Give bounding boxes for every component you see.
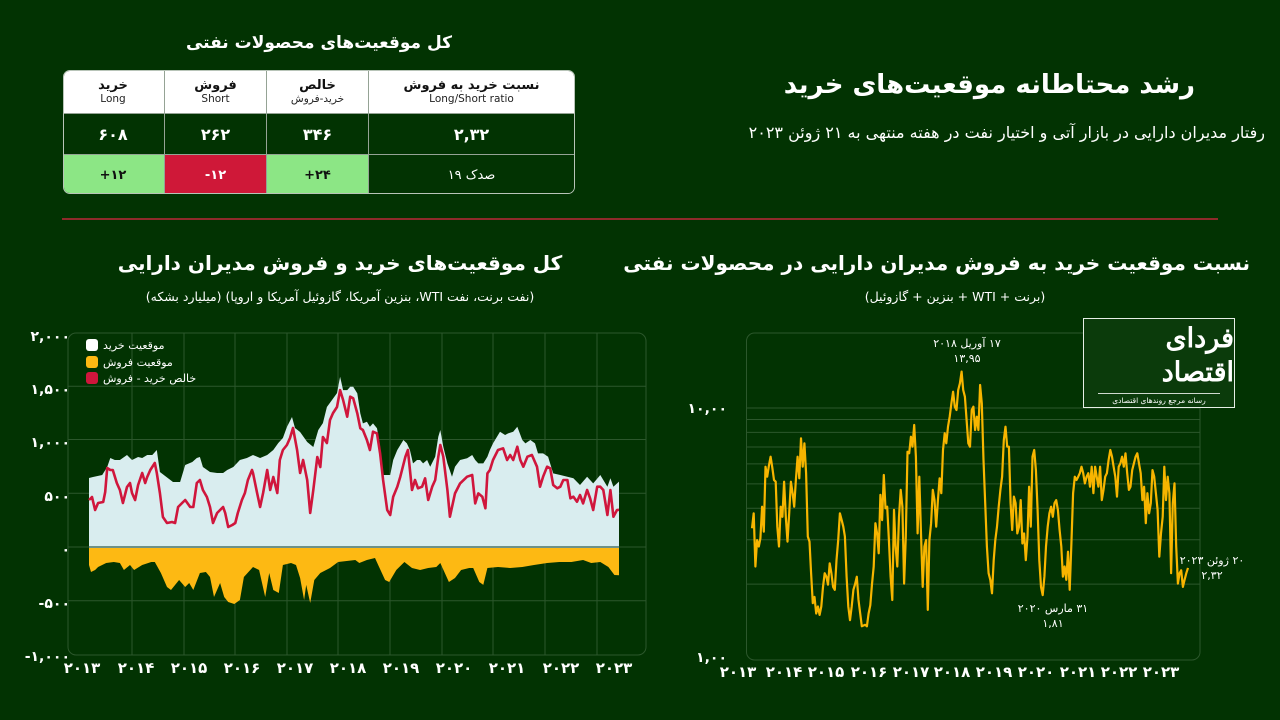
legend-swatch-long [86,339,98,351]
short-positions-area [89,547,619,604]
x-tick-label: ۲۰۲۲ [542,659,580,677]
legend-label: موقعیت فروش [103,355,173,369]
legend-item-short: موقعیت فروش [86,355,173,369]
legend-label: موقعیت خرید [103,338,165,352]
y-tick-label: ۵۰۰ [44,489,70,505]
change-ratio-percentile: صدک ۱۹ [368,154,574,193]
x-tick-label: ۲۰۲۱ [488,659,526,677]
y-tick-label: ۱,۰۰۰ [30,435,71,451]
value-net: ۳۴۶ [266,113,368,154]
x-tick-label: ۲۰۲۱ [1059,663,1097,681]
value-ratio: ۲,۳۲ [368,113,574,154]
value-short: ۲۶۲ [164,113,266,154]
x-tick-label: ۲۰۱۷ [892,663,930,681]
annotation-value: ۱,۸۱ [1042,617,1064,630]
value-long: ۶۰۸ [64,113,164,154]
legend-item-net: خالص خرید - فروش [86,371,197,385]
x-tick-label: ۲۰۱۶ [223,659,261,677]
right-gridlines [747,407,1200,585]
x-tick-label: ۲۰۱۵ [807,663,845,681]
logo-wordmark: فردای اقتصاد [1161,322,1234,388]
publisher-logo: فردای اقتصاد رسانه مرجع روندهای اقتصادی [1083,318,1235,408]
legend-label: خالص خرید - فروش [103,371,197,385]
y-tick-label: ۱,۵۰۰ [30,382,71,398]
summary-table-title: کل موقعیت‌های محصولات نفتی [185,33,453,53]
x-tick-label: ۲۰۱۳ [63,659,101,677]
column-label: نسبت خرید به فروش [403,78,540,93]
column-label: خرید [98,78,128,93]
x-tick-label: ۲۰۱۴ [765,663,803,681]
column-label: خالص [299,78,336,93]
total-positions-chart [67,332,647,656]
logo-tagline: رسانه مرجع روندهای اقتصادی [1112,395,1206,405]
x-tick-label: ۲۰۱۴ [117,659,155,677]
column-header-net: خالص خرید-فروش [266,71,368,113]
legend-swatch-short [86,356,98,368]
column-header-long: خرید Long [64,71,164,113]
right-plot-frame [746,332,1201,661]
change-long: +۱۲ [64,154,164,193]
column-sublabel: Long/Short ratio [429,93,514,105]
y-tick-label: ۰ [61,542,70,558]
logo-rule [1098,392,1220,394]
section-divider [62,218,1218,220]
right-chart-title: نسبت موقعیت خرید به فروش مدیران دارایی د… [623,251,1250,275]
x-tick-label: ۲۰۱۸ [933,663,971,681]
left-chart-title: کل موقعیت‌های خرید و فروش مدیران دارایی [117,251,563,275]
x-tick-label: ۲۰۱۷ [276,659,314,677]
annotation-latest-2023: ۲۰ ژوئن ۲۰۲۳ ۲,۳۲ [1157,553,1267,583]
right-chart-subtitle: (برنت + WTI + بنزین + گازوئیل) [864,289,1046,304]
x-tick-label: ۲۰۲۳ [1142,663,1180,681]
column-header-ratio: نسبت خرید به فروش Long/Short ratio [368,71,574,113]
page-subtitle: رفتار مدیران دارایی در بازار آتی و اختیا… [748,123,1265,142]
column-sublabel: Long [100,93,126,105]
column-sublabel: Short [201,93,230,105]
annotation-value: ۲,۳۲ [1201,569,1223,582]
x-tick-label: ۲۰۲۲ [1100,663,1138,681]
column-header-short: فروش Short [164,71,266,113]
long-short-ratio-chart [746,332,1201,661]
y-tick-label: -۱,۰۰۰ [24,649,70,665]
x-tick-label: ۲۰۱۶ [850,663,888,681]
annotation-date: ۱۷ آوریل ۲۰۱۸ [933,337,1001,350]
x-tick-label: ۲۰۱۵ [170,659,208,677]
left-plot-frame [67,332,647,656]
change-short: -۱۲ [164,154,266,193]
legend-item-long: موقعیت خرید [86,338,165,352]
x-tick-label: ۲۰۱۸ [329,659,367,677]
y-tick-label: ۱۰,۰۰ [687,401,728,417]
legend-swatch-net [86,372,98,384]
y-tick-label: -۵۰۰ [38,596,70,612]
y-tick-label: ۲,۰۰۰ [30,329,71,345]
annotation-value: ۱۳,۹۵ [953,352,981,365]
y-tick-label: ۱,۰۰ [696,650,727,666]
left-chart-subtitle: (نفت برنت، نفت WTI، بنزین آمریکا، گازوئی… [145,289,535,304]
x-tick-label: ۲۰۱۳ [719,663,757,681]
x-tick-label: ۲۰۲۳ [595,659,633,677]
x-tick-label: ۲۰۱۹ [975,663,1013,681]
x-tick-label: ۲۰۱۹ [382,659,420,677]
x-tick-label: ۲۰۲۰ [1017,663,1055,681]
long-short-ratio-line [750,370,1190,628]
summary-table: نسبت خرید به فروش Long/Short ratio خالص … [63,70,575,194]
column-sublabel: خرید-فروش [290,93,345,105]
annotation-peak-2018: ۱۷ آوریل ۲۰۱۸ ۱۳,۹۵ [912,336,1022,366]
x-tick-label: ۲۰۲۰ [435,659,473,677]
page-title: رشد محتاطانه موقعیت‌های خرید [783,70,1195,100]
annotation-low-2020: ۳۱ مارس ۲۰۲۰ ۱,۸۱ [998,601,1108,631]
column-label: فروش [194,78,237,93]
annotation-date: ۲۰ ژوئن ۲۰۲۳ [1179,554,1245,567]
net-positions-line [88,388,620,529]
change-net: +۲۴ [266,154,368,193]
annotation-date: ۳۱ مارس ۲۰۲۰ [1017,602,1089,615]
